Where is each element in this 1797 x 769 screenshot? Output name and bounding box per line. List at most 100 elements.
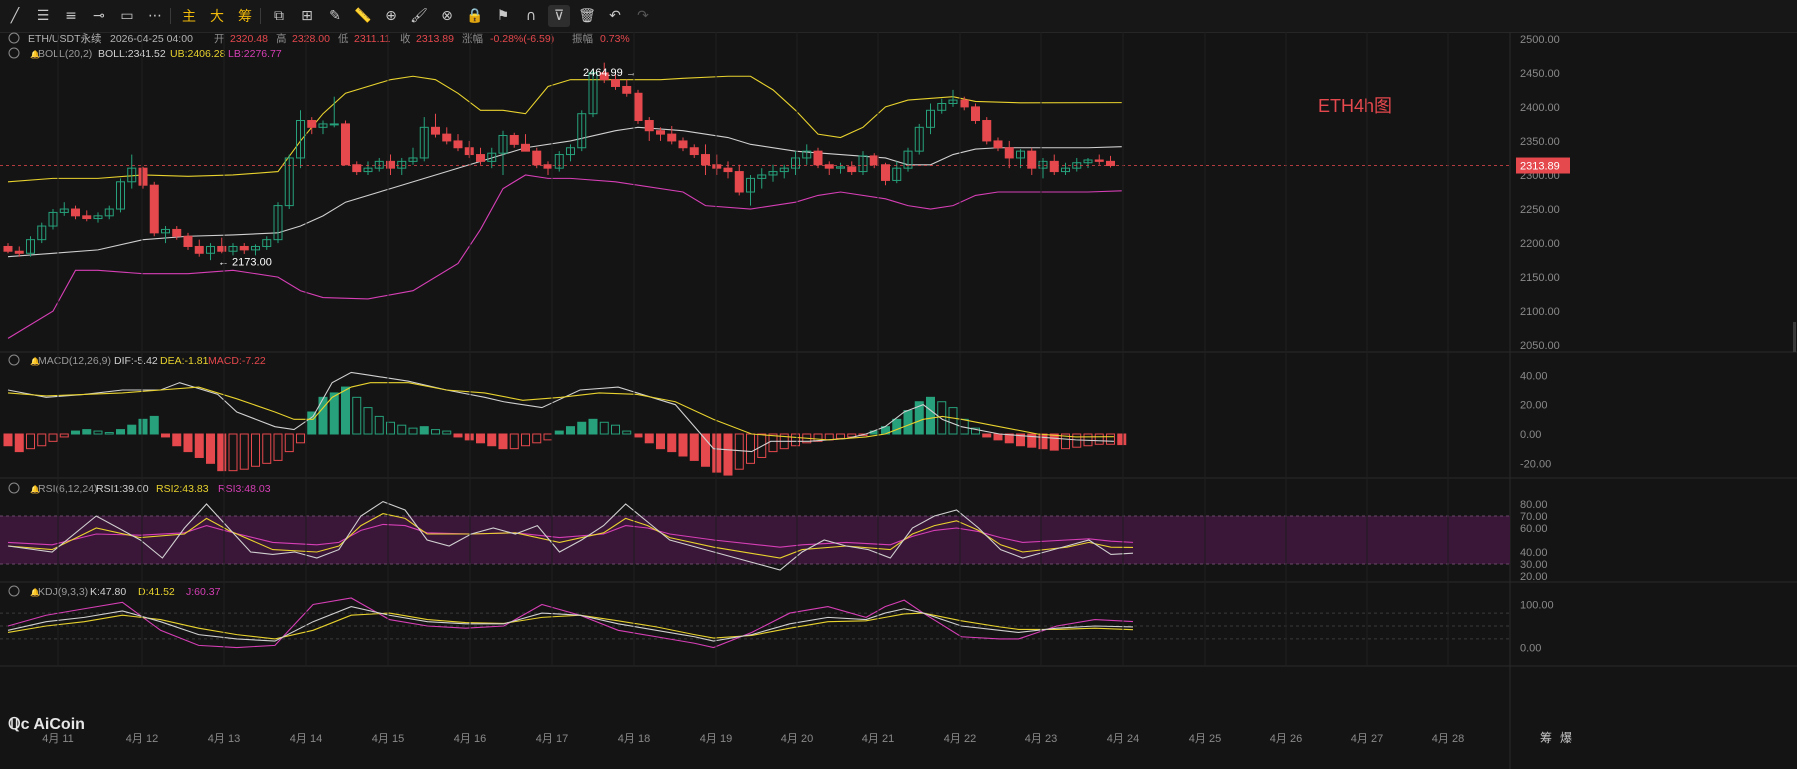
macd-histogram-bar xyxy=(1106,433,1115,445)
macd-legend-text: MACD(12,26,9) xyxy=(38,355,111,367)
candle xyxy=(633,89,643,124)
macd-histogram-bar xyxy=(543,433,553,441)
candle xyxy=(532,147,542,169)
candle xyxy=(206,243,215,261)
kdj-j-line xyxy=(7,597,1134,649)
candle-body xyxy=(869,155,879,166)
macd-histogram-bar xyxy=(858,433,868,436)
candle xyxy=(363,161,373,175)
macd-histogram-bar xyxy=(206,433,215,464)
macd-axis-tick: -20.00 xyxy=(1520,458,1551,470)
candle xyxy=(1027,147,1037,175)
alert-icon[interactable]: ⚑ xyxy=(496,8,510,24)
collapse-icon xyxy=(8,354,20,366)
candle-body xyxy=(217,245,227,252)
boll-legend-text: LB:2276.77 xyxy=(228,48,282,60)
candle xyxy=(251,244,260,256)
lock-icon[interactable]: 🔒 xyxy=(466,8,484,24)
macd-histogram-bar xyxy=(476,433,485,444)
candle-body xyxy=(599,72,609,81)
x-axis-tick: 4月 25 xyxy=(1189,733,1221,745)
undo-icon[interactable]: ↶ xyxy=(609,8,621,24)
filter-icon[interactable]: ⊽ xyxy=(548,5,570,27)
macd-axis-tick: 40.00 xyxy=(1520,370,1548,382)
macd-histogram-bar xyxy=(926,396,935,435)
candle-body xyxy=(554,154,564,169)
rsi-legend-text: RSI2:43.83 xyxy=(156,483,209,495)
candle-body xyxy=(48,211,58,227)
macd-histogram-bar xyxy=(1049,433,1059,451)
candle xyxy=(104,205,114,220)
candle xyxy=(59,202,69,216)
x-axis-tick: 4月 19 xyxy=(700,733,732,745)
magnet-icon[interactable]: ∩ xyxy=(525,8,537,24)
macd-histogram-bar xyxy=(262,433,272,464)
candle xyxy=(318,120,328,135)
macd-histogram-bar xyxy=(273,433,283,461)
candle-body xyxy=(352,164,362,173)
pen-icon[interactable]: ✎ xyxy=(329,8,341,24)
macd-histogram-bar xyxy=(1061,433,1070,450)
candle xyxy=(3,243,13,254)
candle xyxy=(667,125,677,145)
candle-body xyxy=(881,164,890,181)
rsi-axis-tick: 80.00 xyxy=(1520,499,1548,511)
candle-body xyxy=(948,99,958,104)
macd-histogram-bar xyxy=(161,433,170,438)
macd-histogram-bar xyxy=(464,433,474,441)
candle xyxy=(993,137,1003,152)
candle xyxy=(712,154,722,175)
rectangle-icon[interactable]: ▭ xyxy=(120,8,134,24)
screenshot-icon[interactable]: ⧉ xyxy=(274,8,284,24)
candle xyxy=(723,161,733,179)
rsi-axis-tick: 60.00 xyxy=(1520,523,1548,535)
redo-icon[interactable]: ↷ xyxy=(637,8,649,24)
macd-histogram-bar xyxy=(723,433,733,476)
x-axis-tick: 4月 23 xyxy=(1025,733,1057,745)
header-field: -0.28%(-6.59) xyxy=(490,33,554,45)
mode-button-1[interactable]: 大 xyxy=(210,9,224,25)
zoom-icon[interactable]: ⊕ xyxy=(385,8,397,24)
candle xyxy=(464,140,474,158)
candle xyxy=(397,157,407,175)
header-field: 收 xyxy=(400,32,411,45)
parallel-channel-icon[interactable]: ≡ xyxy=(65,8,77,24)
macd-histogram-bar xyxy=(239,433,249,470)
candle xyxy=(93,212,103,223)
candle xyxy=(352,161,362,175)
macd-histogram-bar xyxy=(1094,433,1104,445)
horizontal-ray-icon[interactable]: ⊸ xyxy=(93,8,105,24)
brush-icon[interactable]: 🖌 xyxy=(410,8,428,24)
mode-button-2[interactable]: 筹 xyxy=(238,9,252,25)
candle xyxy=(307,117,317,135)
candle-body xyxy=(914,126,924,152)
candle-body xyxy=(734,171,744,193)
horizontal-lines-icon[interactable]: ☰ xyxy=(36,8,50,24)
candle xyxy=(1038,157,1048,179)
candle xyxy=(296,110,305,169)
trash-icon[interactable]: 🗑 xyxy=(578,8,596,24)
candle-body xyxy=(296,120,305,159)
pattern-icon[interactable]: ⊗ xyxy=(441,8,453,24)
ruler-icon[interactable]: 📏 xyxy=(354,8,372,24)
header-field: 2026-04-25 04:00 xyxy=(110,33,193,45)
candle xyxy=(588,69,598,118)
candle xyxy=(611,72,620,90)
x-axis-tick: 4月 11 xyxy=(42,733,74,745)
macd-histogram-bar xyxy=(59,433,69,438)
boll-legend-bell-icon: 🔔 xyxy=(30,50,40,59)
x-axis-tick: 4月 18 xyxy=(618,733,650,745)
macd-histogram-bar xyxy=(633,433,643,438)
mode-button-0[interactable]: 主 xyxy=(182,9,196,25)
path-dots-icon[interactable]: ⋯ xyxy=(148,8,162,24)
chart-canvas[interactable]: 2500.002450.002400.002350.002300.002250.… xyxy=(0,32,1797,769)
trendline-icon[interactable]: ╱ xyxy=(10,8,20,24)
candle xyxy=(982,117,992,145)
macd-histogram-bar xyxy=(329,392,339,435)
macd-histogram-bar xyxy=(599,421,609,435)
fib-icon[interactable]: ⊞ xyxy=(301,8,313,24)
macd-histogram-bar xyxy=(374,415,384,435)
macd-histogram-bar xyxy=(554,430,564,435)
macd-histogram-bar xyxy=(622,430,632,435)
collapse-icon xyxy=(8,47,20,59)
